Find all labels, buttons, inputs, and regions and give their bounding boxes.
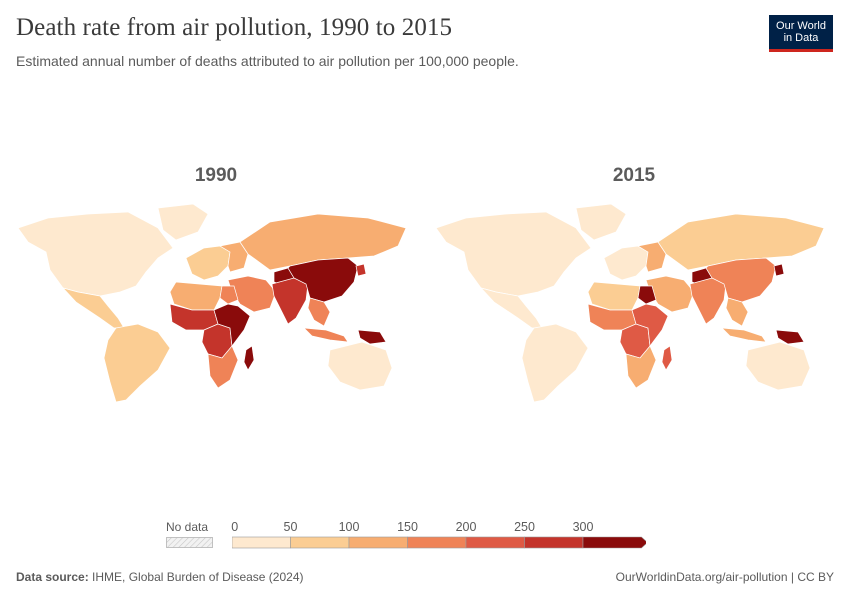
color-legend: No data	[0, 512, 850, 557]
legend-tick-150: 150	[397, 520, 418, 534]
logo-line-2: in Data	[783, 32, 819, 44]
region-1990-papua-new-guinea[interactable]	[357, 329, 387, 345]
region-1990-southeast-asia[interactable]	[307, 297, 331, 327]
region-2015-australia[interactable]	[745, 341, 811, 391]
region-1990-china[interactable]	[287, 257, 359, 303]
legend-bin-250-300[interactable]	[524, 536, 584, 549]
region-1990-east-africa[interactable]	[213, 303, 251, 347]
region-1990-south-america[interactable]	[103, 323, 171, 403]
data-source: Data source: IHME, Global Burden of Dise…	[16, 570, 303, 584]
region-2015-madagascar[interactable]	[661, 345, 673, 371]
data-source-label: Data source:	[16, 570, 89, 584]
region-2015-indonesia[interactable]	[721, 327, 767, 343]
region-2015-southern-africa[interactable]	[625, 345, 657, 389]
region-2015-egypt[interactable]	[637, 285, 657, 305]
region-2015-russia-central-asia[interactable]	[657, 213, 825, 271]
source-url[interactable]: OurWorldinData.org/air-pollution | CC BY	[615, 570, 834, 584]
region-1990-southern-africa[interactable]	[207, 345, 239, 389]
legend-tick-100: 100	[338, 520, 360, 534]
legend-tick-200: 200	[455, 520, 477, 534]
logo-line-1: Our World	[776, 20, 826, 32]
legend-color-bar	[232, 536, 646, 549]
chart-title: Death rate from air pollution, 1990 to 2…	[16, 14, 453, 41]
region-2015-china[interactable]	[705, 257, 777, 303]
region-1990-europe[interactable]	[185, 245, 231, 281]
legend-tick-300: 300	[572, 520, 594, 534]
region-1990-north-america[interactable]	[17, 211, 174, 297]
legend-no-data-swatch	[166, 537, 213, 548]
region-1990-india-south-asia[interactable]	[271, 277, 309, 325]
region-2015-europe[interactable]	[603, 245, 649, 281]
legend-tick-0: 0	[231, 520, 239, 534]
region-1990-russia-central-asia[interactable]	[239, 213, 407, 271]
region-1990-north-korea[interactable]	[355, 263, 367, 277]
legend-bin-100-150[interactable]	[348, 536, 408, 549]
owid-logo[interactable]: Our World in Data	[769, 15, 833, 52]
region-2015-north-america[interactable]	[435, 211, 592, 297]
legend-tick-50: 50	[283, 520, 298, 534]
region-2015-papua-new-guinea[interactable]	[775, 329, 805, 345]
data-source-text: IHME, Global Burden of Disease (2024)	[92, 570, 304, 584]
world-map-1990[interactable]	[8, 200, 418, 410]
region-1990-australia[interactable]	[327, 341, 393, 391]
region-2015-north-korea[interactable]	[773, 263, 785, 277]
map-year-label-1990: 1990	[194, 165, 238, 186]
region-2015-southeast-asia[interactable]	[725, 297, 749, 327]
region-2015-greenland[interactable]	[575, 203, 627, 241]
legend-bin-200-250[interactable]	[465, 536, 525, 549]
legend-bin-150-200[interactable]	[407, 536, 467, 549]
legend-no-data-label: No data	[166, 520, 209, 534]
region-2015-india-south-asia[interactable]	[689, 277, 727, 325]
world-map-2015[interactable]	[426, 200, 836, 410]
map-year-label-2015: 2015	[612, 165, 656, 186]
region-1990-madagascar[interactable]	[243, 345, 255, 371]
legend-tick-250: 250	[514, 520, 535, 534]
legend-bin-50-100[interactable]	[290, 536, 350, 549]
region-1990-egypt[interactable]	[219, 285, 239, 305]
region-1990-indonesia[interactable]	[303, 327, 349, 343]
region-2015-south-america[interactable]	[521, 323, 589, 403]
legend-bin-300-350[interactable]	[582, 536, 646, 549]
legend-bin-0-50[interactable]	[232, 536, 291, 549]
chart-subtitle: Estimated annual number of deaths attrib…	[16, 53, 519, 69]
region-1990-greenland[interactable]	[157, 203, 209, 241]
region-2015-east-africa[interactable]	[631, 303, 669, 347]
